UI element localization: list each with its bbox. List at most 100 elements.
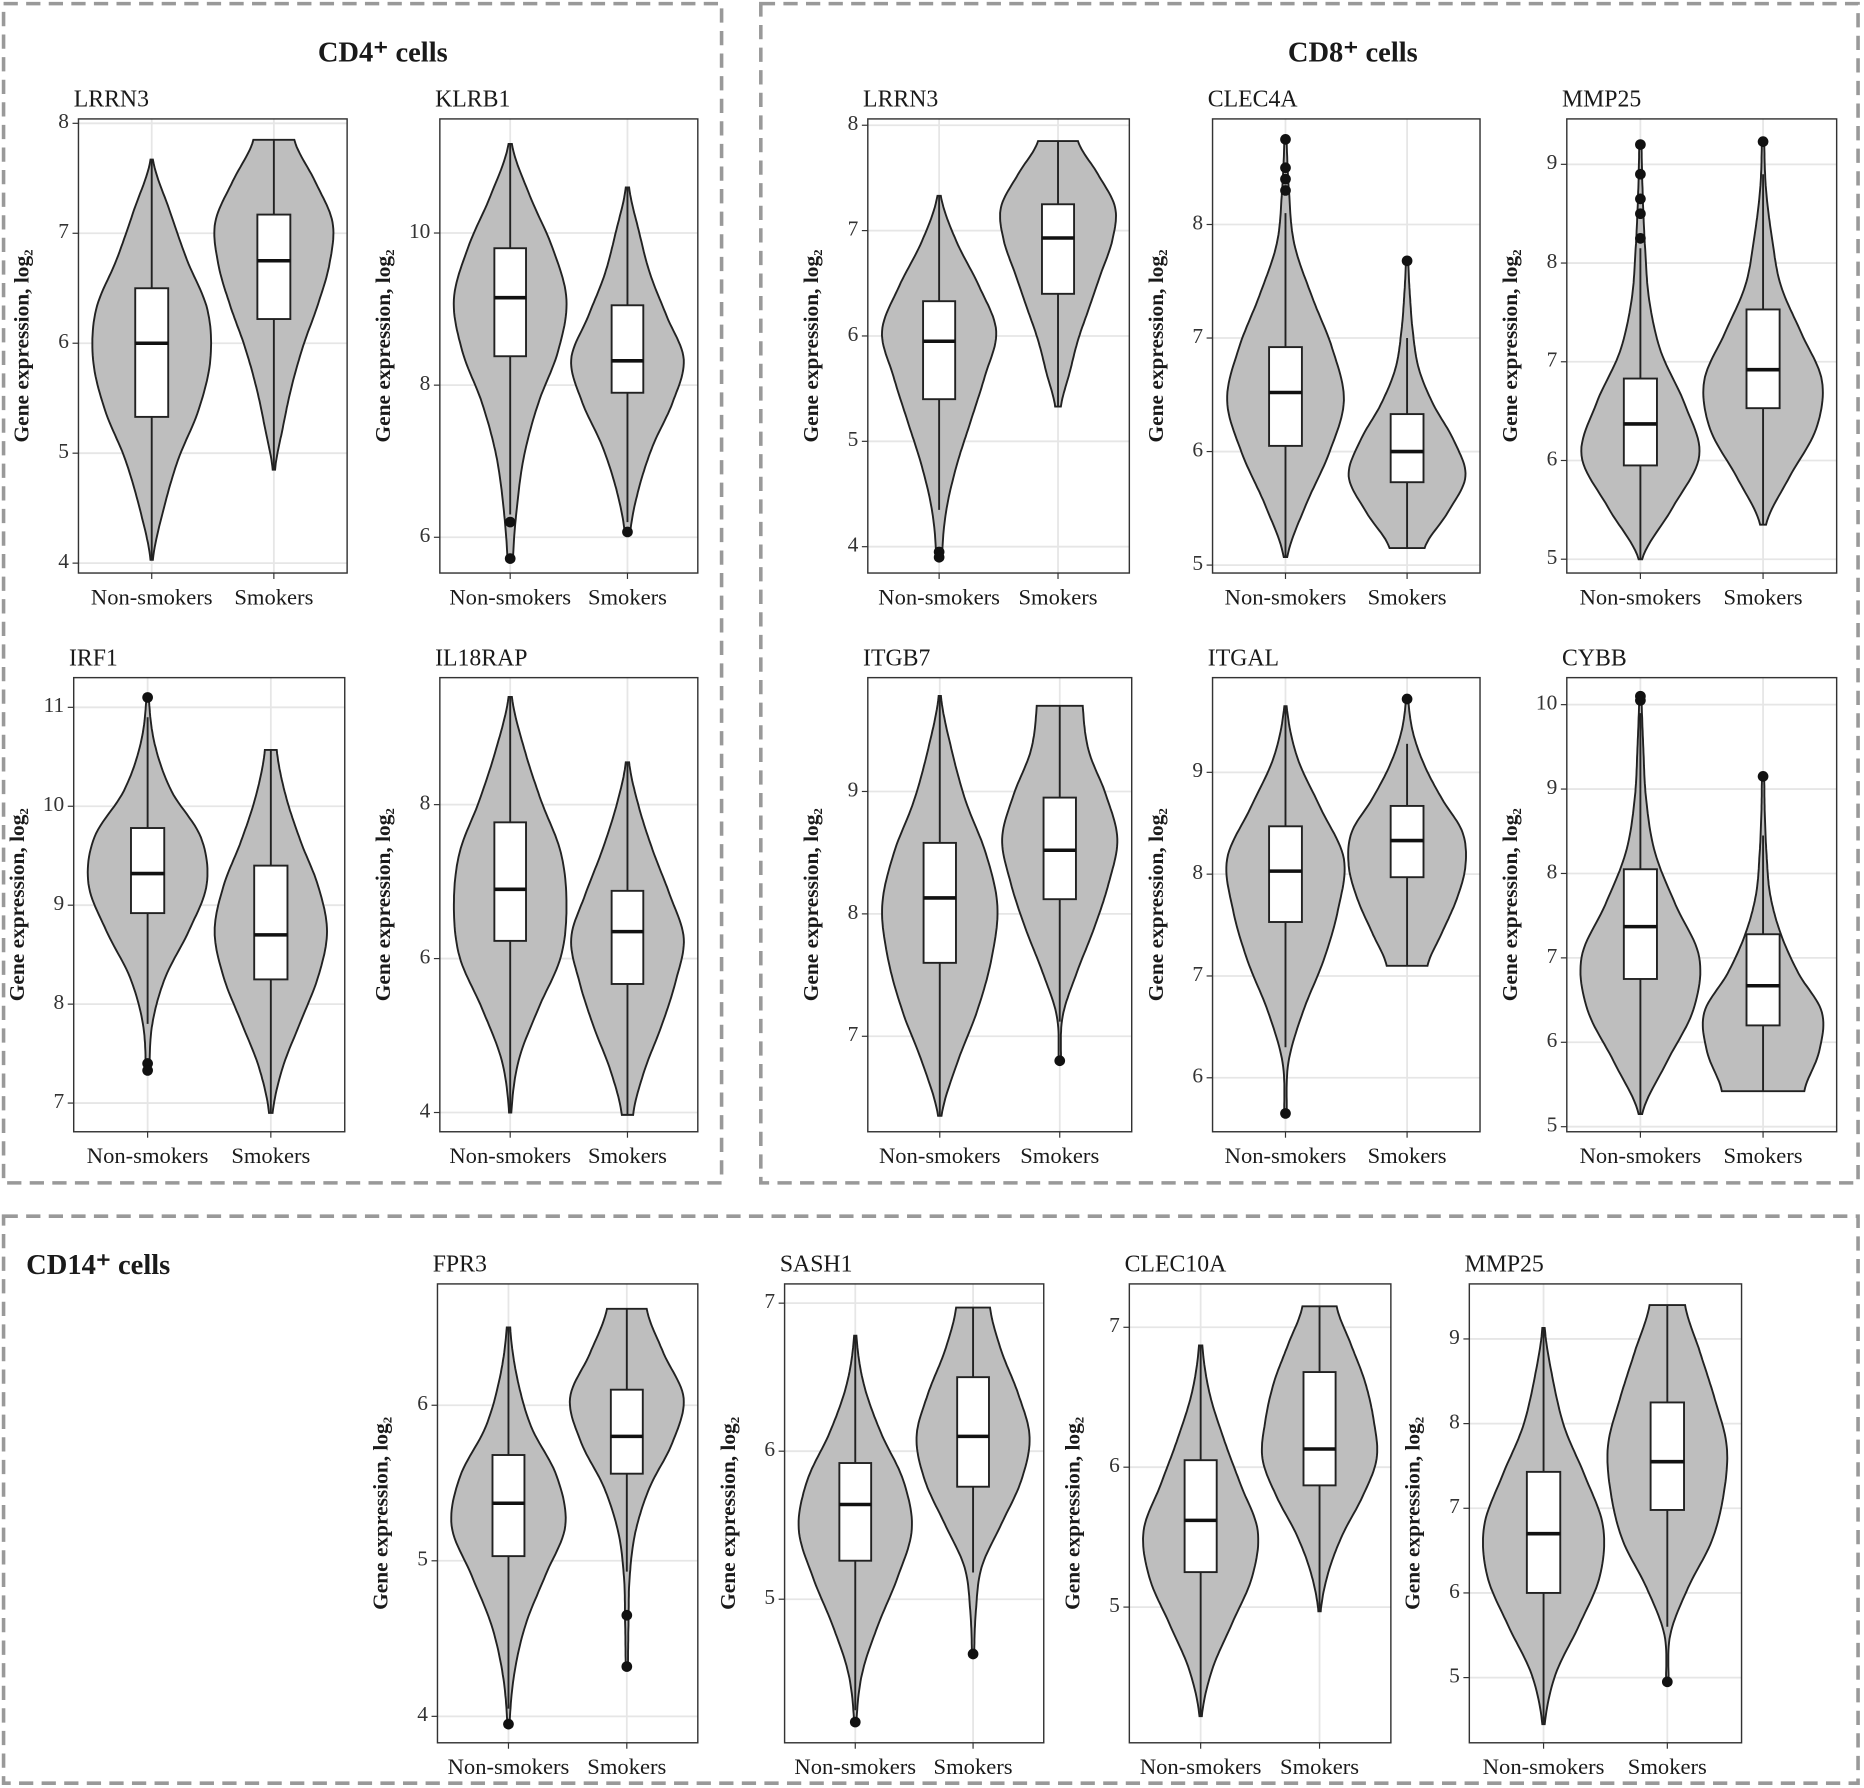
y-axis-label: Gene expression, log₂	[799, 808, 823, 1001]
y-tick-label: 7	[1547, 348, 1558, 372]
y-tick-label: 8	[420, 371, 431, 395]
y-tick-label: 8	[420, 791, 431, 815]
panel-title: FPR3	[433, 1252, 487, 1278]
y-axis-label: Gene expression, log₂	[371, 249, 395, 442]
panel-title: CLEC4A	[1208, 87, 1298, 113]
y-tick-label: 4	[417, 1702, 428, 1726]
panel-border	[439, 676, 699, 1133]
y-tick-label: 9	[848, 777, 859, 801]
y-tick-label: 6	[417, 1391, 428, 1415]
y-axis-label: Gene expression, log₂	[371, 808, 395, 1001]
box	[1042, 796, 1077, 901]
x-tick-label: Non-smokers	[1140, 1754, 1262, 1779]
outlier	[1054, 1055, 1066, 1067]
y-tick-label: 5	[1192, 551, 1203, 575]
box	[130, 827, 166, 915]
x-tick-label: Non-smokers	[1580, 1143, 1702, 1168]
outlier	[621, 1661, 633, 1672]
y-tick-label: 8	[58, 109, 69, 133]
y-tick-label: 9	[1192, 758, 1203, 782]
y-tick-label: 8	[1547, 859, 1558, 883]
panel-title: MMP25	[1562, 87, 1641, 113]
panel-border	[1566, 676, 1838, 1133]
y-tick-label: 9	[54, 891, 65, 915]
panel-title: ITGB7	[863, 645, 930, 671]
y-tick-label: 6	[1192, 437, 1203, 461]
y-axis-label: Gene expression, log₂	[1401, 1417, 1425, 1610]
y-tick-label: 8	[1192, 860, 1203, 884]
y-tick-label: 6	[1192, 1064, 1203, 1088]
y-tick-label: 8	[1449, 1410, 1460, 1434]
y-tick-label: 5	[764, 1585, 775, 1609]
y-tick-label: 10	[43, 792, 64, 816]
y-tick-label: 6	[1109, 1453, 1120, 1477]
x-tick-label: Smokers	[1280, 1754, 1359, 1779]
x-tick-label: Smokers	[588, 1143, 667, 1168]
x-tick-label: Non-smokers	[449, 1143, 571, 1168]
outlier	[1635, 193, 1646, 205]
y-axis-label: Gene expression, log₂	[1498, 249, 1522, 442]
y-axis-label: Gene expression, log₂	[1498, 808, 1522, 1001]
outlier	[1280, 185, 1291, 196]
box	[609, 1388, 644, 1475]
x-tick-label: Non-smokers	[91, 584, 213, 609]
y-tick-label: 9	[1547, 775, 1558, 799]
x-tick-label: Smokers	[1020, 1143, 1099, 1168]
box	[493, 821, 527, 942]
outlier	[504, 553, 516, 564]
y-tick-label: 5	[1547, 1113, 1558, 1137]
x-tick-label: Non-smokers	[794, 1754, 916, 1779]
x-tick-label: Smokers	[1628, 1754, 1707, 1779]
x-tick-label: Smokers	[1368, 584, 1447, 609]
panel-title: IL18RAP	[435, 645, 527, 671]
x-tick-label: Non-smokers	[87, 1143, 209, 1168]
y-axis-label: Gene expression, log₂	[369, 1417, 393, 1610]
y-tick-label: 11	[44, 693, 65, 717]
outlier	[142, 1065, 153, 1076]
box	[1622, 377, 1658, 467]
y-axis-label: Gene expression, log₂	[1144, 808, 1168, 1001]
box	[1183, 1459, 1218, 1574]
y-tick-label: 5	[417, 1547, 428, 1571]
box	[922, 841, 957, 964]
outlier	[142, 692, 153, 703]
x-tick-label: Non-smokers	[1580, 584, 1702, 609]
box	[1268, 346, 1303, 447]
box	[1268, 825, 1303, 923]
y-tick-label: 7	[58, 219, 69, 243]
box	[134, 287, 170, 418]
y-tick-label: 10	[1536, 691, 1557, 715]
y-tick-label: 5	[848, 427, 859, 451]
y-tick-label: 7	[54, 1089, 65, 1113]
outlier	[849, 1716, 861, 1728]
panel-title: ITGAL	[1208, 645, 1279, 671]
y-tick-label: 6	[420, 523, 431, 547]
panel-border	[867, 676, 1133, 1133]
x-tick-label: Smokers	[1019, 584, 1098, 609]
box	[1745, 933, 1781, 1027]
y-tick-label: 8	[848, 111, 859, 135]
box	[1041, 203, 1076, 295]
outlier	[1635, 233, 1646, 244]
section-frame	[759, 1, 1860, 1185]
panel-border	[72, 676, 346, 1133]
x-tick-label: Smokers	[934, 1754, 1013, 1779]
y-axis-label: Gene expression, log₂	[10, 249, 34, 442]
x-tick-label: Smokers	[1724, 584, 1803, 609]
outlier	[1401, 255, 1413, 267]
outlier	[1635, 139, 1646, 150]
outlier	[1661, 1676, 1673, 1688]
box	[253, 864, 289, 981]
y-axis-label: Gene expression, log₂	[1144, 249, 1168, 442]
y-tick-label: 7	[1547, 944, 1558, 968]
y-tick-label: 5	[58, 439, 69, 463]
panel-border	[77, 118, 348, 574]
y-axis-label: Gene expression, log₂	[799, 249, 823, 442]
y-axis-label: Gene expression, log₂	[5, 808, 29, 1001]
outlier	[1757, 771, 1769, 782]
outlier	[1280, 173, 1291, 185]
x-tick-label: Smokers	[1724, 1143, 1803, 1168]
y-tick-label: 6	[1547, 1028, 1558, 1052]
y-tick-label: 8	[1192, 210, 1203, 234]
outlier	[1635, 208, 1646, 220]
